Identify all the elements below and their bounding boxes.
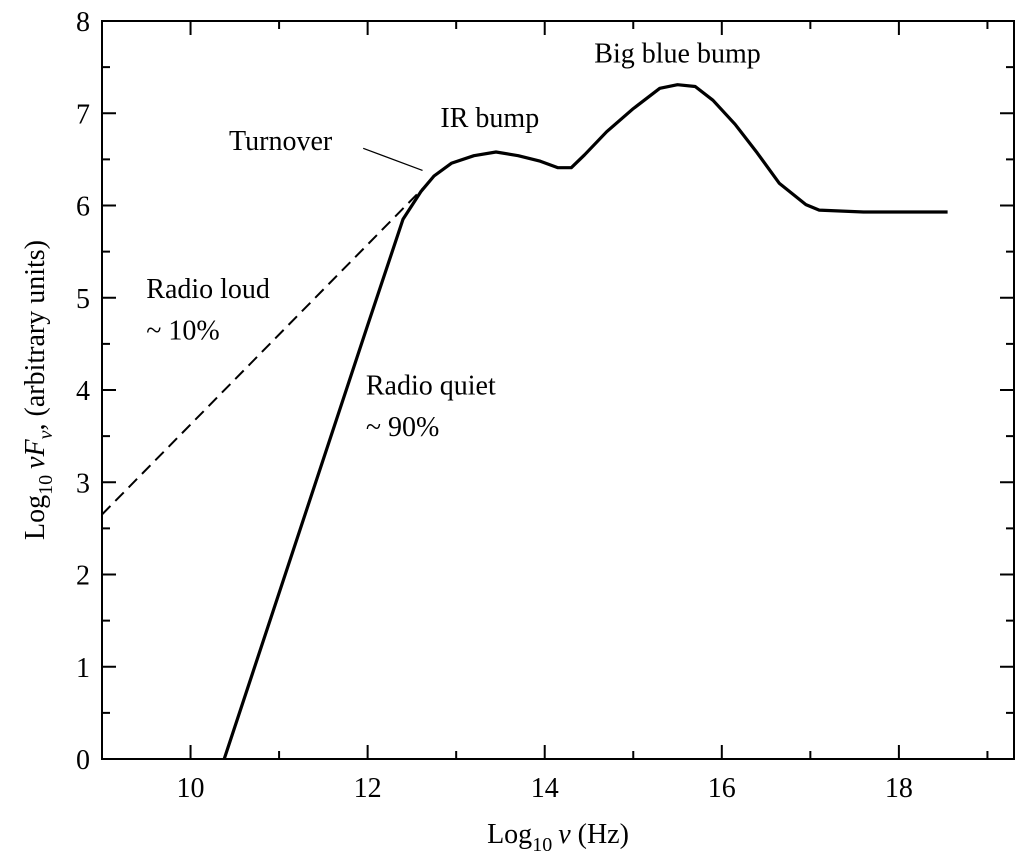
annotations: Big blue bump IR bump Turnover Radio loud ~ … <box>146 39 760 444</box>
x-tick-label: 12 <box>354 773 382 804</box>
y-tick-label: 4 <box>76 376 90 407</box>
axis-ticks <box>101 20 1014 760</box>
turnover-leader-line <box>362 147 423 172</box>
annotation-label: Radio loud <box>146 274 270 305</box>
y-tick-label: 7 <box>76 99 90 130</box>
radio-loud-dashed-line <box>101 178 433 516</box>
x-tick-label: 10 <box>177 773 205 804</box>
annotation-label: ~ 10% <box>146 315 219 346</box>
annotation-label: Radio quiet <box>366 371 496 402</box>
y-tick-label: 8 <box>76 7 90 38</box>
y-tick-label: 2 <box>76 561 90 592</box>
x-tick-label: 18 <box>885 773 913 804</box>
annotation-label: ~ 90% <box>366 412 439 443</box>
annotation-label: IR bump <box>440 103 539 134</box>
y-tick-label: 1 <box>76 653 90 684</box>
annotation-label: Turnover <box>229 126 333 157</box>
series-group <box>101 83 948 760</box>
x-tick-label: 14 <box>531 773 559 804</box>
y-tick-label: 6 <box>76 192 90 223</box>
y-tick-label: 0 <box>76 745 90 776</box>
x-tick-label: 16 <box>708 773 736 804</box>
annotation-label: Big blue bump <box>594 39 760 70</box>
y-tick-label: 5 <box>76 284 90 315</box>
y-tick-label: 3 <box>76 468 90 499</box>
radio-quiet-solid-line <box>222 83 948 760</box>
y-axis-label: Log10νFν, (arbitrary units) <box>20 240 57 540</box>
x-axis-label: Log10 ν (Hz) <box>487 819 629 856</box>
